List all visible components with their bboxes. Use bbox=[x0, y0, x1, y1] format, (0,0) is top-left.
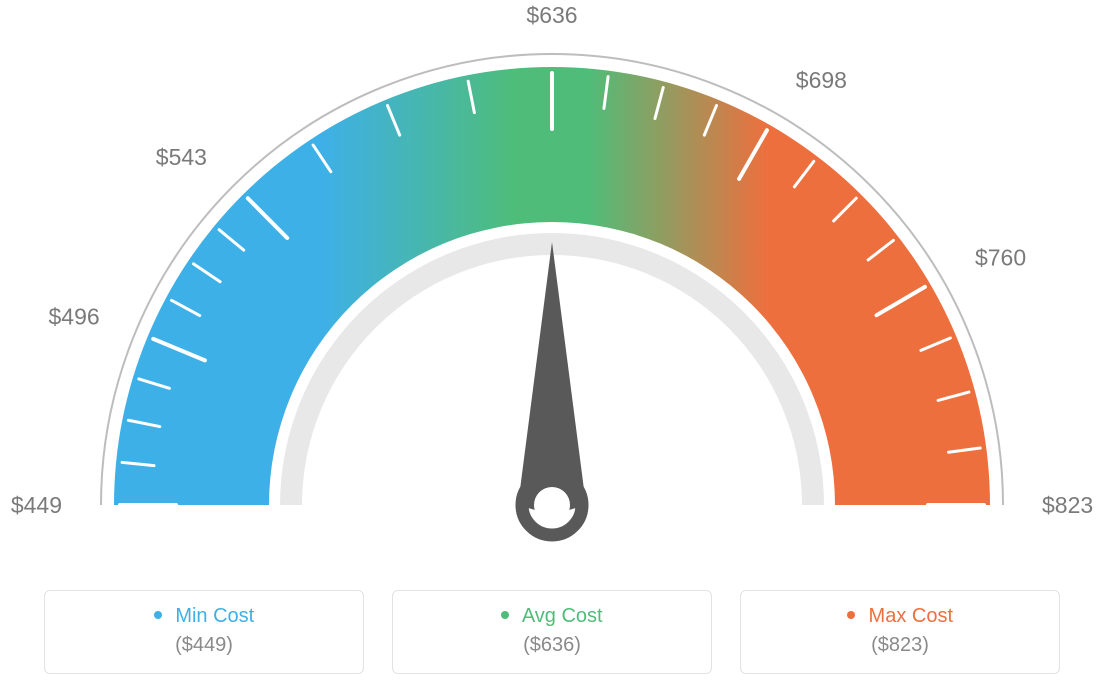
legend-value-avg: ($636) bbox=[403, 634, 701, 657]
legend-title-avg: Avg Cost bbox=[403, 605, 701, 628]
legend-dot-min bbox=[154, 611, 162, 619]
legend-title-max: Max Cost bbox=[751, 605, 1049, 628]
legend-title-avg-text: Avg Cost bbox=[522, 605, 603, 627]
svg-text:$823: $823 bbox=[1042, 492, 1093, 518]
legend-title-min: Min Cost bbox=[55, 605, 353, 628]
svg-text:$698: $698 bbox=[796, 67, 847, 93]
svg-text:$760: $760 bbox=[975, 245, 1026, 271]
gauge-svg: $449 $496 $543 $636 $698 $760 $823 bbox=[0, 0, 1104, 560]
legend-value-max: ($823) bbox=[751, 634, 1049, 657]
svg-text:$636: $636 bbox=[526, 2, 577, 28]
legend-dot-max bbox=[847, 611, 855, 619]
legend-card-avg: Avg Cost ($636) bbox=[392, 590, 712, 674]
legend-value-min: ($449) bbox=[55, 634, 353, 657]
legend-row: Min Cost ($449) Avg Cost ($636) Max Cost… bbox=[0, 590, 1104, 674]
svg-text:$449: $449 bbox=[11, 492, 62, 518]
svg-text:$496: $496 bbox=[49, 304, 100, 330]
legend-card-max: Max Cost ($823) bbox=[740, 590, 1060, 674]
legend-dot-avg bbox=[501, 611, 509, 619]
cost-gauge: $449 $496 $543 $636 $698 $760 $823 bbox=[0, 0, 1104, 560]
legend-title-max-text: Max Cost bbox=[869, 605, 953, 627]
legend-title-min-text: Min Cost bbox=[175, 605, 254, 627]
svg-text:$543: $543 bbox=[156, 144, 207, 170]
legend-card-min: Min Cost ($449) bbox=[44, 590, 364, 674]
